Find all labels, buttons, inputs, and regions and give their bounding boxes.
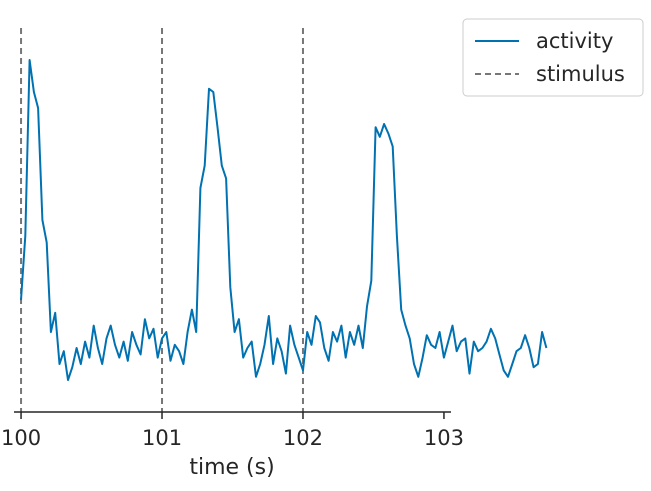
x-axis-label: time (s) xyxy=(189,455,274,480)
x-tick-label-3: 103 xyxy=(424,426,464,450)
plot-area xyxy=(20,28,548,412)
activity-series-line xyxy=(20,59,548,381)
x-axis-ticks: 100 101 102 103 xyxy=(1,412,464,450)
x-tick-label-1: 101 xyxy=(142,426,182,450)
legend-activity-label: activity xyxy=(536,29,613,53)
legend-stimulus-label: stimulus xyxy=(536,62,625,86)
x-tick-label-2: 102 xyxy=(283,426,323,450)
legend-frame xyxy=(462,18,644,97)
x-tick-label-0: 100 xyxy=(1,426,41,450)
legend: activity stimulus xyxy=(462,18,644,97)
